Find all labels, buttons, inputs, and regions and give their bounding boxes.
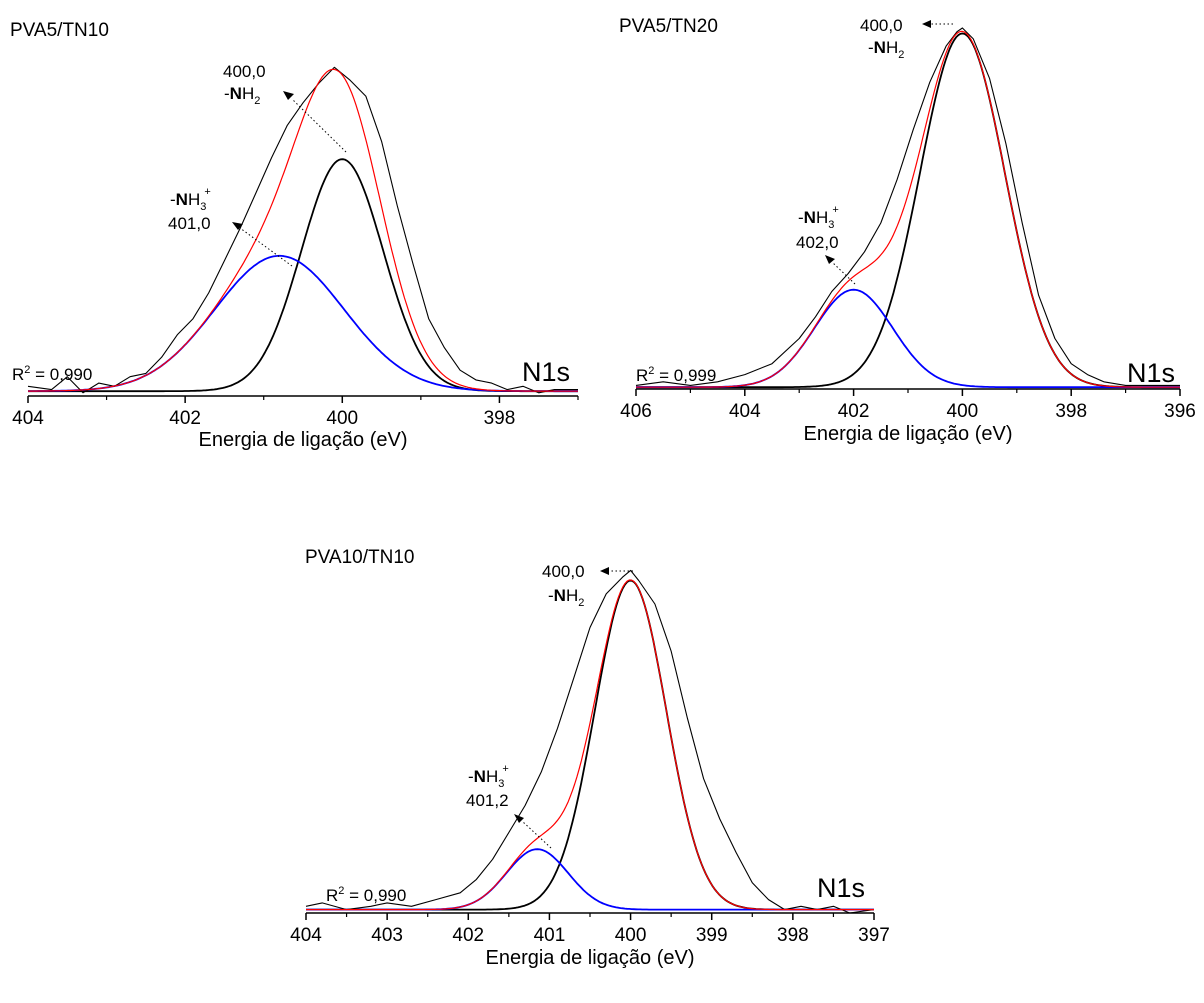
plot-area (305, 569, 875, 914)
fit-envelope-line (28, 68, 578, 392)
x-tick-label: 404 (729, 401, 761, 422)
panel-pva10-tn10: PVA10/TN10 404 403 402 401 400 399 398 397 Ener… (290, 547, 890, 969)
x-tick-label: 406 (620, 401, 652, 422)
component-nh3-line (28, 254, 578, 393)
peak-label-nh2-value: 400,0 (542, 562, 585, 581)
x-axis-label: Energia de ligação (eV) (198, 429, 407, 451)
leader-line-nh3 (521, 820, 552, 849)
x-tick-label: 402 (169, 408, 201, 429)
component-nh3-line (636, 288, 1180, 389)
peak-label-nh2-group: -NH2 (868, 38, 904, 61)
x-ticks: 404 403 402 401 400 399 398 397 (290, 913, 890, 946)
x-tick-label: 398 (777, 925, 809, 946)
x-tick-label: 401 (534, 925, 566, 946)
peak-label-nh3-value: 401,2 (466, 791, 509, 810)
x-tick-label: 397 (858, 925, 890, 946)
x-ticks: 406 404 402 400 398 396 (620, 389, 1196, 422)
peak-label-nh3-group: -NH3+ (468, 763, 509, 790)
panel-title: PVA5/TN10 (10, 20, 109, 41)
region-label: N1s (1127, 358, 1175, 388)
x-axis-label: Energia de ligação (eV) (803, 423, 1012, 445)
r2-label: R2 = 0,990 (326, 885, 406, 905)
x-tick-label: 403 (371, 925, 403, 946)
peak-label-nh3-value: 402,0 (796, 233, 839, 252)
peak-label-nh2-group: -NH2 (224, 84, 260, 107)
peak-label-nh2-value: 400,0 (223, 62, 266, 81)
arrowhead-nh2 (283, 91, 294, 100)
arrowhead-nh3 (825, 255, 835, 264)
peak-label-nh3-group: -NH3+ (798, 204, 839, 231)
x-axis-label: Energia de ligação (eV) (485, 947, 694, 969)
experimental-spectrum-line (635, 27, 1180, 386)
leader-line-nh2 (291, 98, 347, 153)
x-tick-label: 402 (838, 401, 870, 422)
peak-label-nh2-group: -NH2 (548, 586, 584, 609)
x-tick-label: 399 (696, 925, 728, 946)
x-tick-label: 402 (452, 925, 484, 946)
plot-area (635, 27, 1180, 389)
panel-pva5-tn20: PVA5/TN20 406 404 402 400 398 396 Energia de … (619, 16, 1196, 445)
component-nh2-line (306, 579, 874, 911)
region-label: N1s (522, 357, 570, 387)
panel-title: PVA5/TN20 (619, 16, 718, 37)
x-tick-label: 404 (12, 408, 44, 429)
x-tick-label: 396 (1164, 401, 1196, 422)
leader-line-nh3 (831, 261, 856, 285)
arrowhead-nh3 (232, 222, 243, 230)
arrowhead-nh2 (600, 567, 609, 575)
panel-title: PVA10/TN10 (305, 547, 414, 568)
component-nh2-line (636, 32, 1180, 389)
peak-label-nh2-value: 400,0 (860, 16, 903, 35)
fit-envelope-line (636, 30, 1180, 388)
experimental-spectrum-line (27, 66, 578, 394)
arrowhead-nh2 (922, 20, 931, 28)
x-tick-label: 400 (947, 401, 979, 422)
leader-line-nh3 (239, 227, 293, 267)
x-tick-label: 398 (484, 408, 516, 429)
x-ticks: 404 402 400 398 (12, 396, 579, 429)
x-tick-label: 400 (615, 925, 647, 946)
arrowhead-nh3 (514, 814, 524, 823)
r2-label: R2 = 0,990 (12, 364, 92, 384)
r2-label: R2 = 0,999 (636, 365, 716, 385)
experimental-spectrum-line (305, 569, 875, 914)
x-tick-label: 404 (290, 925, 322, 946)
peak-label-nh3-value: 401,0 (168, 214, 211, 233)
fit-envelope-line (306, 579, 874, 911)
panel-pva5-tn10: PVA5/TN10 404 402 400 398 Energia de ligaçã… (10, 20, 579, 451)
x-tick-label: 398 (1055, 401, 1087, 422)
component-nh2-line (28, 158, 578, 393)
region-label: N1s (817, 873, 865, 903)
peak-label-nh3-group: -NH3+ (170, 186, 211, 213)
plot-area (27, 66, 578, 394)
x-tick-label: 400 (326, 408, 358, 429)
